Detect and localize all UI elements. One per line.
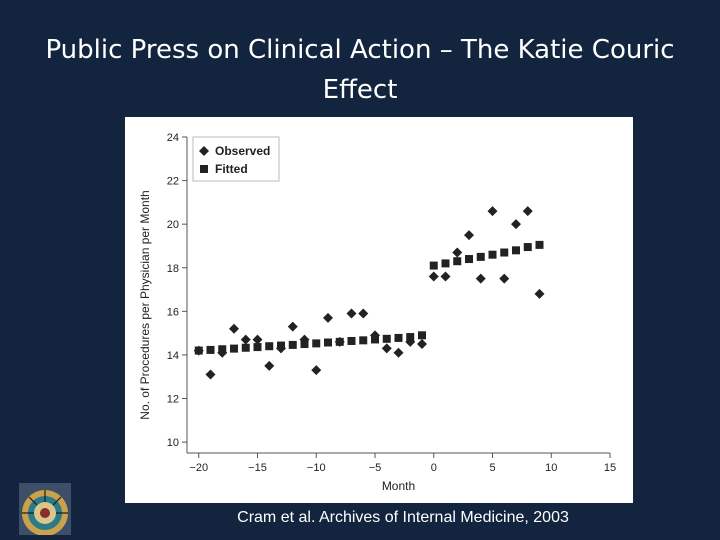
observed-point xyxy=(452,247,463,258)
fitted-point xyxy=(277,341,285,350)
observed-point xyxy=(487,206,498,217)
fitted-point xyxy=(312,339,321,348)
observed-point xyxy=(440,271,451,282)
x-tick-label: 5 xyxy=(489,462,495,474)
fitted-point xyxy=(488,250,497,259)
y-tick-label: 18 xyxy=(167,263,179,275)
fitted-point xyxy=(241,343,250,352)
fitted-point xyxy=(300,340,309,349)
chart-panel: −20 −15 −10 −5 0 5 10 15 10 12 14 16 18 20 22 24 Month No… xyxy=(125,117,633,503)
fitted-point xyxy=(359,336,368,345)
fitted-point xyxy=(347,336,356,345)
fitted-point xyxy=(335,337,344,346)
y-tick-label: 12 xyxy=(167,394,179,406)
y-tick-label: 10 xyxy=(167,437,179,449)
legend-marker-fitted xyxy=(200,165,208,173)
slide-title: Public Press on Clinical Action – The Ka… xyxy=(45,35,675,105)
observed-point xyxy=(311,365,322,376)
observed-point xyxy=(381,343,392,354)
fitted-point xyxy=(441,259,450,268)
legend-label: Observed xyxy=(215,144,270,158)
fitted-point xyxy=(324,338,332,347)
observed-point xyxy=(358,308,369,319)
fitted-point xyxy=(265,342,274,351)
observed-point xyxy=(240,334,251,345)
observed-point xyxy=(346,308,357,319)
fitted-point xyxy=(382,334,391,343)
fitted-point xyxy=(465,255,473,264)
fitted-point xyxy=(476,252,485,261)
fitted-point xyxy=(535,240,544,249)
fitted-point xyxy=(230,344,238,353)
fitted-point xyxy=(218,345,227,354)
y-tick-label: 14 xyxy=(167,350,179,362)
observed-point xyxy=(264,360,275,371)
fitted-point xyxy=(429,261,438,270)
y-tick-label: 16 xyxy=(167,306,179,318)
fitted-point xyxy=(194,346,203,355)
fitted-point xyxy=(418,331,426,340)
fitted-point xyxy=(500,248,509,257)
citation: Cram et al. Archives of Internal Medicin… xyxy=(237,509,569,526)
y-tick-label: 24 xyxy=(167,132,179,144)
institution-seal-icon xyxy=(19,483,71,535)
x-tick-label: 0 xyxy=(431,462,437,474)
observed-point xyxy=(287,321,298,332)
observed-point xyxy=(475,273,486,284)
observed-point xyxy=(511,219,521,230)
observed-point xyxy=(405,336,416,347)
fitted-point xyxy=(523,243,532,252)
observed-point xyxy=(205,369,216,380)
y-axis-label: No. of Procedures per Physician per Mont… xyxy=(138,190,152,419)
observed-point xyxy=(393,347,404,358)
observed-point xyxy=(534,288,545,299)
fitted-point xyxy=(406,333,415,342)
fitted-point xyxy=(288,340,297,349)
observed-point xyxy=(499,273,510,284)
fitted-point xyxy=(453,257,462,266)
fitted-point xyxy=(371,335,379,344)
observed-point xyxy=(522,206,533,217)
fitted-point xyxy=(253,343,262,352)
observed-point xyxy=(229,323,239,334)
x-axis-label: Month xyxy=(382,479,415,493)
observed-point xyxy=(464,230,474,241)
legend: Observed Fitted xyxy=(192,136,280,182)
observed-point xyxy=(323,312,333,323)
x-tick-label: −20 xyxy=(189,462,208,474)
x-tick-label: −10 xyxy=(307,462,326,474)
legend-label: Fitted xyxy=(215,162,248,176)
legend-box xyxy=(192,136,280,182)
scatter-chart: −20 −15 −10 −5 0 5 10 15 10 12 14 16 18 20 22 24 Month No… xyxy=(138,132,616,493)
x-tick-label: 10 xyxy=(545,462,557,474)
observed-point xyxy=(370,330,380,341)
x-tick-label: −15 xyxy=(248,462,267,474)
x-tick-label: 15 xyxy=(604,462,616,474)
observed-point xyxy=(252,334,263,345)
fitted-point xyxy=(206,345,215,354)
x-tick-label: −5 xyxy=(369,462,382,474)
fitted-point xyxy=(512,246,520,255)
y-tick-label: 22 xyxy=(167,176,179,188)
legend-marker-observed xyxy=(199,146,209,156)
observed-point xyxy=(428,271,439,282)
observed-point xyxy=(417,339,427,350)
y-tick-label: 20 xyxy=(167,219,179,231)
fitted-point xyxy=(394,333,403,342)
